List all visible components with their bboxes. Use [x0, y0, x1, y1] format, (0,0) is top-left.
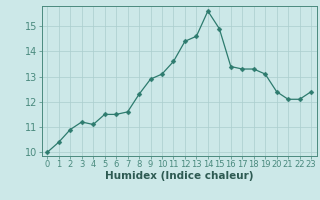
X-axis label: Humidex (Indice chaleur): Humidex (Indice chaleur) — [105, 171, 253, 181]
